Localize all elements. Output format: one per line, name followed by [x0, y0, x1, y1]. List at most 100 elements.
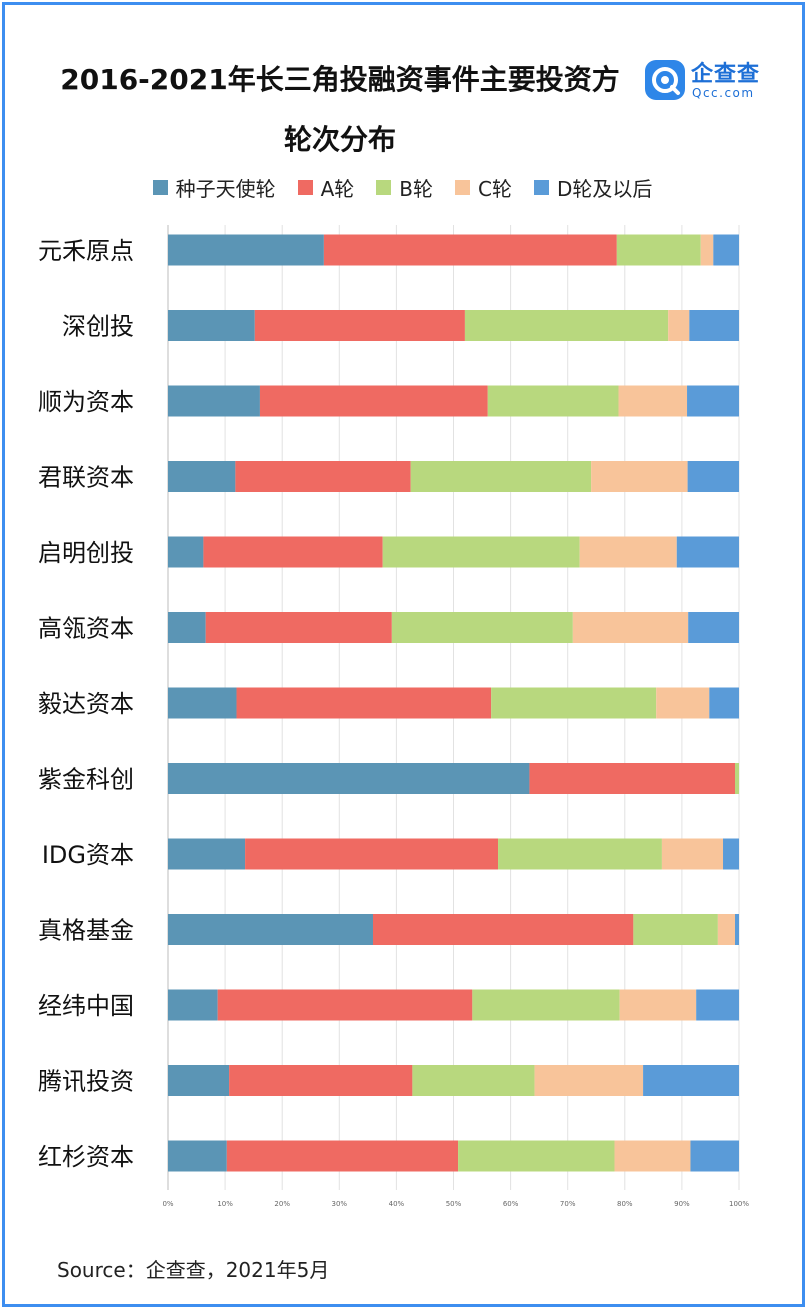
bar-segment — [236, 687, 492, 719]
x-tick-label: 80% — [617, 1200, 633, 1208]
legend-item: A轮 — [297, 173, 355, 202]
x-tick-label: 50% — [446, 1200, 462, 1208]
bar-segment — [661, 838, 724, 870]
legend-label: D轮及以后 — [556, 176, 653, 201]
logo-url: Qcc.com — [692, 86, 755, 100]
y-category-label: 毅达资本 — [38, 690, 134, 718]
legend-swatch — [152, 179, 168, 195]
bar-segment — [618, 385, 688, 417]
bar-segment — [656, 687, 710, 719]
legend-swatch — [297, 179, 313, 195]
bar-segment — [717, 914, 736, 945]
x-tick-label: 90% — [674, 1200, 690, 1208]
bar-segment — [690, 1140, 739, 1172]
bar-segment — [689, 310, 739, 341]
bar-segment — [487, 385, 619, 417]
bar-segment — [168, 914, 373, 945]
bar-segment — [259, 385, 488, 417]
x-tick-label: 100% — [729, 1200, 749, 1208]
legend-item: B轮 — [376, 173, 433, 202]
bar-segment — [235, 461, 411, 492]
bar-segment — [168, 989, 218, 1021]
bar-segment — [458, 1140, 615, 1172]
bar-segment — [723, 838, 739, 870]
brand-logo: 企查查 Qcc.com — [645, 58, 785, 104]
y-category-label: 深创投 — [62, 313, 134, 341]
bar-segment — [168, 838, 246, 870]
x-tick-label: 10% — [217, 1200, 233, 1208]
bar-segment — [676, 536, 739, 568]
y-category-label: 启明创投 — [38, 539, 134, 567]
bar-segment — [168, 687, 237, 719]
bar-segment — [709, 687, 739, 719]
bar-segment — [713, 234, 739, 266]
bar-segment — [229, 1065, 413, 1096]
y-category-label: 君联资本 — [38, 464, 134, 492]
bar-segment — [687, 461, 739, 492]
x-tick-label: 30% — [332, 1200, 348, 1208]
bar-segment — [591, 461, 688, 492]
bar-segment — [619, 989, 697, 1021]
bar-segment — [168, 536, 204, 568]
x-tick-label: 0% — [162, 1200, 173, 1208]
bar-segment — [412, 1065, 535, 1096]
y-category-label: IDG资本 — [42, 841, 134, 869]
logo-name: 企查查 — [691, 62, 761, 87]
legend-item: C轮 — [455, 173, 512, 202]
legend-swatch — [533, 179, 549, 195]
bar-segment — [203, 536, 383, 568]
y-category-label: 红杉资本 — [38, 1143, 134, 1171]
bar-segment — [472, 989, 620, 1021]
bar-segment — [217, 989, 473, 1021]
bar-segment — [323, 234, 617, 266]
bar-segment — [168, 1065, 230, 1096]
bar-segment — [688, 612, 739, 643]
bar-segment — [168, 1140, 227, 1172]
bar-segment — [643, 1065, 739, 1096]
bar-segment — [614, 1140, 691, 1172]
bar-segment — [616, 234, 701, 266]
bar-segment — [579, 536, 677, 568]
bar-segment — [382, 536, 580, 568]
y-category-label: 顺为资本 — [38, 388, 134, 416]
bar-segment — [633, 914, 718, 945]
y-category-label: 紫金科创 — [38, 766, 134, 794]
legend-label: B轮 — [399, 176, 434, 201]
x-tick-label: 70% — [560, 1200, 576, 1208]
bar-segment — [168, 234, 324, 266]
legend-label: C轮 — [478, 176, 512, 201]
chart-legend: 种子天使轮 A轮 B轮 C轮 D轮及以后 — [0, 173, 805, 201]
bar-segment — [735, 914, 739, 945]
bar-segment — [735, 763, 739, 794]
bar-segment — [168, 310, 255, 341]
chart-title: 2016-2021年长三角投融资事件主要投资方 — [60, 63, 620, 96]
bar-segment — [529, 763, 736, 794]
bar-segment — [687, 385, 739, 417]
bar-segment — [491, 687, 657, 719]
stacked-bar-chart: 0% 10% 20% 30% 40% 50% 60% 70% 80% 90% 100% 元禾原点深创投… — [38, 225, 749, 1208]
legend-label: A轮 — [320, 176, 355, 201]
legend-item: 种子天使轮 — [152, 173, 276, 202]
x-tick-label: 40% — [389, 1200, 405, 1208]
bar-segment — [696, 989, 739, 1021]
bar-segment — [410, 461, 592, 492]
bar-segment — [254, 310, 465, 341]
y-category-label: 真格基金 — [38, 917, 134, 945]
bar-segment — [464, 310, 669, 341]
bar-segment — [205, 612, 392, 643]
bar-segment — [534, 1065, 644, 1096]
y-category-label: 腾讯投资 — [38, 1068, 134, 1096]
bar-segment — [168, 612, 206, 643]
bar-segment — [372, 914, 634, 945]
bar-segment — [572, 612, 689, 643]
bar-segment — [668, 310, 690, 341]
bar-segment — [498, 838, 662, 870]
y-category-label: 元禾原点 — [38, 237, 134, 265]
y-category-label: 高瓴资本 — [38, 615, 134, 643]
legend-swatch — [455, 179, 471, 195]
x-tick-label: 60% — [503, 1200, 519, 1208]
bar-segment — [226, 1140, 459, 1172]
legend-label: 种子天使轮 — [175, 176, 276, 201]
qcc-logo-icon — [645, 60, 685, 100]
